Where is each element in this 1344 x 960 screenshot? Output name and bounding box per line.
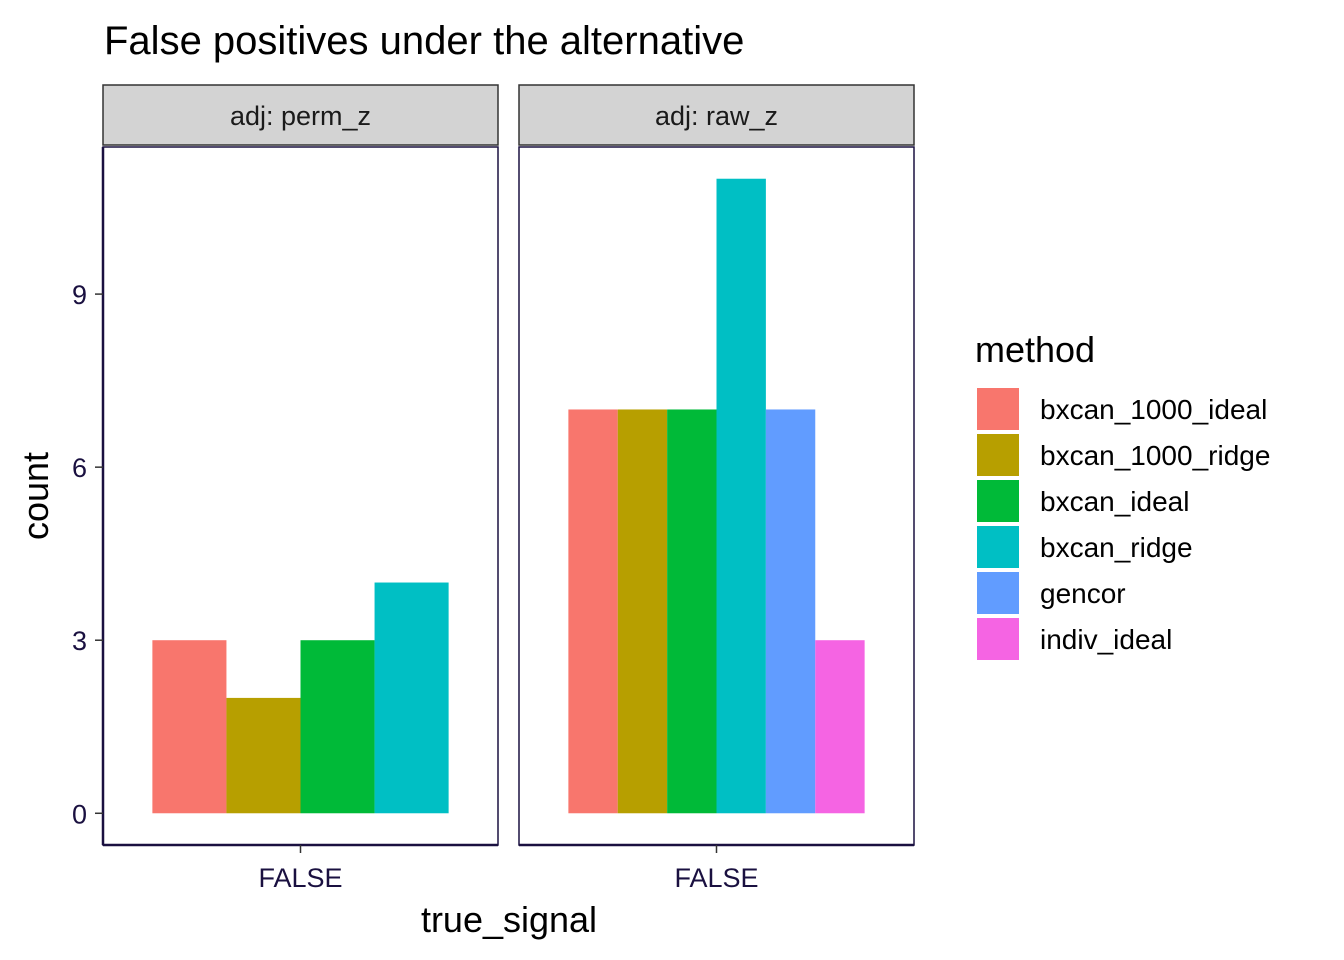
y-tick-label: 6 [72, 453, 87, 483]
legend-title: method [975, 329, 1095, 370]
legend-swatch [977, 434, 1019, 476]
facet-panels: adj: perm_z FALSE adj: raw_z FALSE [102, 84, 915, 893]
legend-swatch [977, 388, 1019, 430]
legend-item: bxcan_1000_ridge [977, 434, 1270, 476]
x-axis-title: true_signal [421, 899, 597, 940]
legend-item: gencor [977, 572, 1126, 614]
legend-swatch [977, 526, 1019, 568]
x-tick-label: FALSE [674, 863, 758, 893]
bar [815, 640, 865, 814]
legend: method bxcan_1000_idealbxcan_1000_ridgeb… [975, 329, 1270, 660]
legend-items: bxcan_1000_ideal bxcan_1000_ridge bxcan_id… [977, 388, 1270, 660]
legend-label: bxcan_ridge [1040, 532, 1193, 563]
y-tick-label: 3 [72, 626, 87, 656]
y-axis-title: count [15, 452, 56, 540]
legend-label: gencor [1040, 578, 1126, 609]
facet-strip [518, 84, 915, 146]
bar [568, 409, 618, 814]
bar [617, 409, 668, 814]
legend-label: bxcan_1000_ideal [1040, 394, 1267, 425]
bar [226, 697, 301, 814]
legend-label: bxcan_ideal [1040, 486, 1189, 517]
bar [667, 409, 717, 814]
x-tick-label: FALSE [258, 863, 342, 893]
bar [300, 640, 375, 814]
legend-swatch [977, 480, 1019, 522]
legend-swatch [977, 618, 1019, 660]
legend-item: bxcan_ridge [977, 526, 1193, 568]
legend-swatch [977, 572, 1019, 614]
chart-title: False positives under the alternative [104, 19, 744, 63]
legend-label: bxcan_1000_ridge [1040, 440, 1270, 471]
legend-label: indiv_ideal [1040, 624, 1172, 655]
legend-item: bxcan_1000_ideal [977, 388, 1267, 430]
bar [374, 582, 449, 814]
bar [152, 640, 227, 814]
bar [765, 409, 816, 814]
y-tick-label: 0 [72, 799, 87, 829]
facet-strip [102, 84, 499, 146]
facet-strip-label: adj: perm_z [230, 101, 371, 131]
facet-panel: adj: perm_z FALSE [102, 84, 499, 893]
legend-item: indiv_ideal [977, 618, 1172, 660]
facet-strip-label: adj: raw_z [655, 101, 778, 131]
y-tick-label: 9 [72, 280, 87, 310]
legend-item: bxcan_ideal [977, 480, 1189, 522]
facet-panel: adj: raw_z FALSE [518, 84, 915, 893]
bar [716, 178, 766, 814]
y-axis: 0 3 6 9 [72, 147, 105, 845]
